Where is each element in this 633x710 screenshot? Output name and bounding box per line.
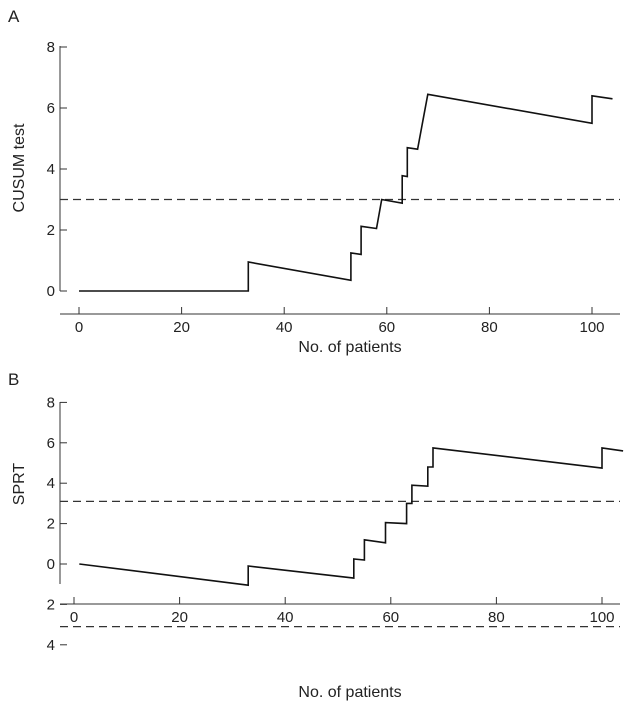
x-tick-label: 100 — [589, 609, 614, 626]
x-tick-label: 0 — [75, 319, 83, 336]
x-axis-label: No. of patients — [298, 684, 401, 701]
y-tick-label: 2 — [47, 516, 55, 533]
x-tick-label: 80 — [481, 319, 498, 336]
x-tick-label: 60 — [382, 609, 399, 626]
y-axis-label: CUSUM test — [11, 123, 28, 212]
series-line — [79, 446, 624, 587]
y-tick-label: 4 — [47, 161, 55, 178]
y-tick-label: 4 — [47, 475, 55, 492]
x-tick-label: 20 — [171, 609, 188, 626]
x-tick-label: 0 — [70, 609, 78, 626]
y-tick-label: 6 — [47, 435, 55, 452]
x-tick-label: 60 — [378, 319, 395, 336]
series-line — [79, 93, 613, 292]
y-tick-label: 8 — [47, 394, 55, 411]
y-tick-label: 0 — [47, 556, 55, 573]
y-tick-label: 8 — [47, 39, 55, 56]
y-tick-label: 2 — [47, 222, 55, 239]
y-tick-label: 4 — [47, 637, 55, 654]
x-tick-label: 40 — [277, 609, 294, 626]
y-tick-label: 0 — [47, 283, 55, 300]
y-tick-label: 2 — [47, 596, 55, 613]
y-axis-label: SPRT — [11, 463, 28, 506]
x-axis-label: No. of patients — [298, 339, 401, 356]
panel-label: A — [8, 7, 20, 26]
x-tick-label: 100 — [579, 319, 604, 336]
panel-label: B — [8, 370, 19, 389]
x-tick-label: 80 — [488, 609, 505, 626]
y-tick-label: 6 — [47, 100, 55, 117]
x-tick-label: 20 — [173, 319, 190, 336]
x-tick-label: 40 — [276, 319, 293, 336]
